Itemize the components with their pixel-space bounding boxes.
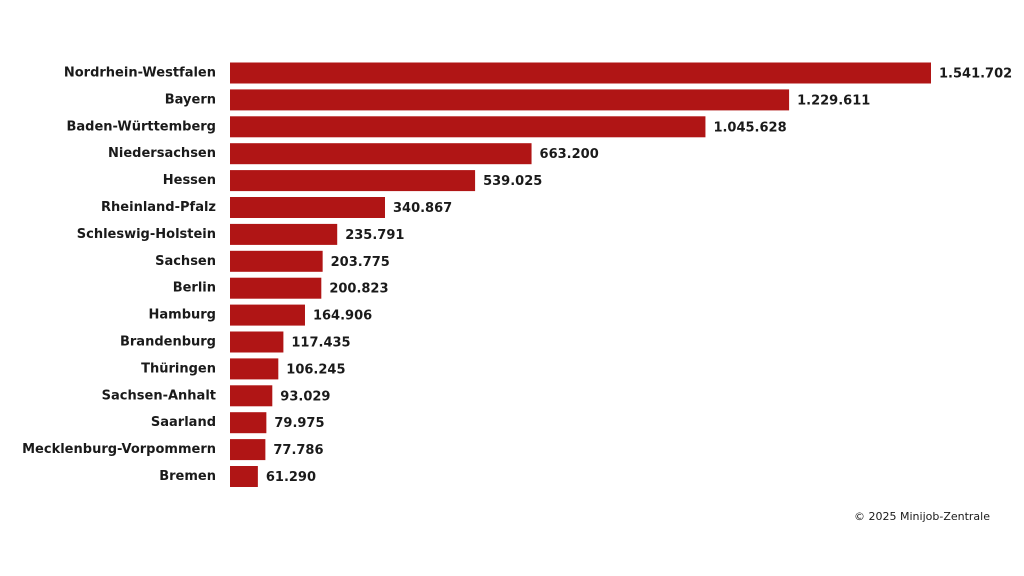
value-label: 200.823: [329, 282, 388, 297]
value-label: 235.791: [345, 228, 404, 243]
value-label: 61.290: [266, 470, 316, 485]
bar: [230, 304, 305, 326]
bar: [230, 385, 273, 407]
category-label: Sachsen: [155, 254, 216, 269]
category-label: Saarland: [151, 415, 216, 430]
value-label: 77.786: [273, 443, 323, 458]
value-label: 663.200: [540, 147, 599, 162]
value-label: 164.906: [313, 309, 372, 324]
bar: [230, 143, 532, 165]
value-label: 117.435: [291, 336, 350, 351]
value-label: 79.975: [274, 416, 324, 431]
value-label: 203.775: [331, 255, 390, 270]
bar: [230, 170, 476, 192]
value-label: 1.541.702: [939, 67, 1012, 82]
value-label: 93.029: [280, 389, 330, 404]
value-label: 1.229.611: [797, 93, 870, 108]
category-label: Baden-Württemberg: [66, 119, 216, 134]
source: © 2025 Minijob-Zentrale: [854, 510, 990, 523]
category-label: Nordrhein-Westfalen: [64, 66, 216, 81]
category-label: Hamburg: [149, 308, 216, 323]
category-label: Hessen: [163, 173, 216, 188]
value-label: 1.045.628: [713, 120, 786, 135]
bar: [230, 62, 931, 84]
bar: [230, 89, 790, 111]
category-label: Sachsen-Anhalt: [102, 388, 216, 403]
bar: [230, 116, 706, 138]
category-label: Schleswig-Holstein: [77, 227, 216, 242]
bar: [230, 466, 258, 487]
bar: [230, 412, 267, 434]
category-label: Thüringen: [141, 361, 216, 376]
category-label: Rheinland-Pfalz: [101, 200, 216, 215]
bar: [230, 223, 338, 245]
bar: [230, 250, 323, 272]
category-label: Bayern: [165, 92, 216, 107]
category-label: Mecklenburg-Vorpommern: [22, 442, 216, 457]
bar: [230, 277, 322, 299]
category-label: Bremen: [159, 469, 216, 484]
bar: [230, 358, 279, 380]
bar: [230, 197, 385, 218]
bar: [230, 331, 284, 353]
value-label: 539.025: [483, 174, 542, 189]
value-label: 106.245: [286, 362, 345, 377]
bar: [230, 439, 266, 461]
value-label: 340.867: [393, 201, 452, 216]
category-label: Brandenburg: [120, 335, 216, 350]
category-label: Berlin: [173, 281, 216, 296]
category-label: Niedersachsen: [108, 146, 216, 161]
